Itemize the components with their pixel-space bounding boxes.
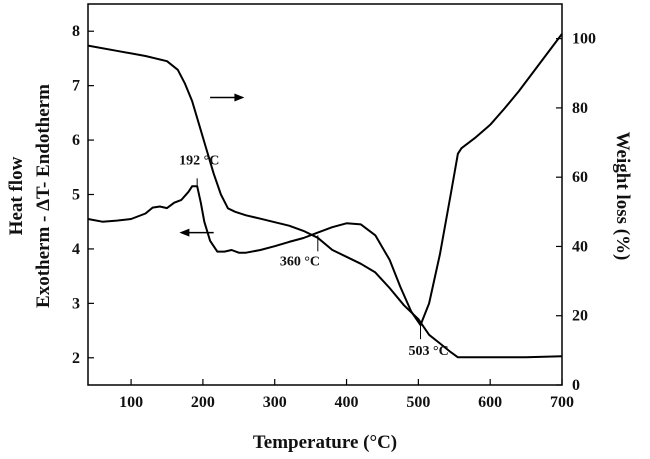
x-tick-label: 200 bbox=[191, 394, 215, 411]
x-tick-label: 100 bbox=[119, 394, 143, 411]
plot-frame bbox=[87, 3, 563, 386]
x-tick-label: 300 bbox=[263, 394, 287, 411]
annotation-label: 503 °C bbox=[409, 344, 449, 359]
arrow-head bbox=[179, 228, 190, 237]
x-tick-label: 600 bbox=[478, 394, 502, 411]
y-right-tick-label: 80 bbox=[572, 100, 588, 117]
y-left-tick-label: 6 bbox=[72, 132, 80, 149]
y-left-tick-label: 2 bbox=[72, 350, 80, 367]
annotations: 192 °C 360 °C 503 °C bbox=[179, 153, 449, 359]
x-tick-label: 700 bbox=[550, 394, 574, 411]
data-lines bbox=[87, 33, 563, 359]
y-right-tick-label: 100 bbox=[572, 31, 596, 48]
y-left-tick-label: 5 bbox=[72, 187, 80, 204]
arrow-head bbox=[234, 93, 245, 102]
annotation-label: 360 °C bbox=[280, 254, 320, 269]
annotation-label: 192 °C bbox=[179, 153, 219, 168]
y-left-tick-label: 3 bbox=[72, 295, 80, 312]
y-left-tick-label: 7 bbox=[72, 78, 80, 95]
y-left-tick-label: 4 bbox=[72, 241, 80, 258]
weight-loss-line bbox=[87, 44, 563, 359]
y-axis-right-title: Weight loss (%) bbox=[612, 132, 633, 261]
heat-flow-line bbox=[87, 33, 563, 327]
x-axis-title: Temperature (°C) bbox=[253, 432, 397, 453]
x-tick-label: 500 bbox=[406, 394, 430, 411]
x-tick-label: 400 bbox=[335, 394, 359, 411]
y-right-tick-label: 0 bbox=[572, 377, 580, 394]
ticks bbox=[88, 30, 563, 386]
direction-arrows bbox=[179, 93, 245, 237]
y-right-tick-label: 40 bbox=[572, 238, 588, 255]
y-right-tick-label: 20 bbox=[572, 308, 588, 325]
y-axis-left-title-line2: Exotherm - ΔT- Endotherm bbox=[33, 84, 54, 308]
y-left-tick-label: 8 bbox=[72, 23, 80, 40]
y-right-tick-label: 60 bbox=[572, 169, 588, 186]
y-axis-left-title-line1: Heat flow bbox=[6, 156, 27, 235]
